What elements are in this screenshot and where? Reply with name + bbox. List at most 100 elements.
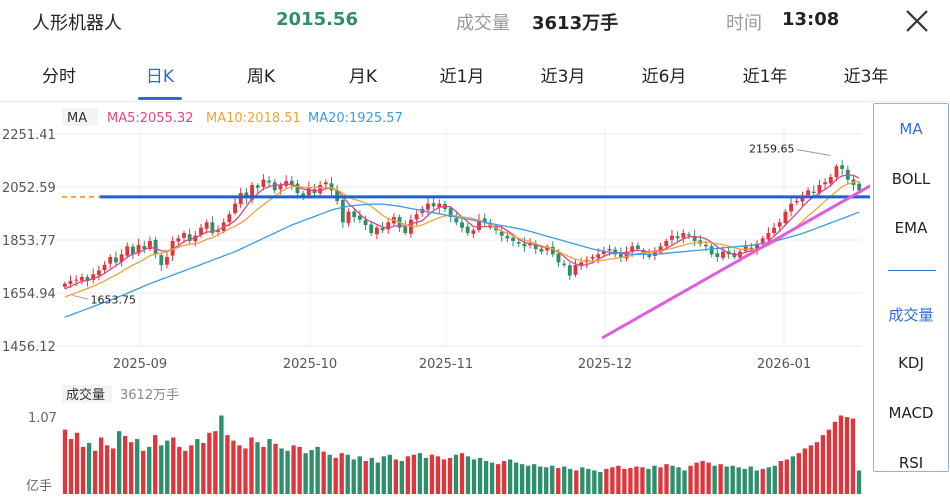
volume-bar xyxy=(80,446,86,494)
ma-legend-label: MA xyxy=(67,111,87,126)
volume-bar xyxy=(435,456,441,494)
candle-body xyxy=(670,235,674,240)
indicator-boll[interactable]: BOLL xyxy=(891,170,931,188)
tab-3-month[interactable]: 近3月 xyxy=(540,67,586,87)
trend-line xyxy=(601,184,870,340)
candle-body xyxy=(647,254,652,257)
volume-bar xyxy=(369,457,374,494)
time-label: 时间 xyxy=(726,13,762,34)
candle-body xyxy=(857,183,862,191)
candle-body xyxy=(272,182,277,191)
candle-body xyxy=(119,254,124,262)
candle-body xyxy=(811,191,816,194)
volume-bar xyxy=(628,468,633,494)
period-tabs: 分时 日K 周K 月K 近1月 近3月 近6月 近1年 近3年 xyxy=(0,50,950,102)
volume-bar xyxy=(345,454,350,494)
volume-bar xyxy=(820,435,826,494)
candle-body xyxy=(567,265,572,276)
stock-name: 人形机器人 xyxy=(32,13,122,34)
candle-body xyxy=(823,182,828,185)
candle-body xyxy=(363,220,368,226)
indicator-volume[interactable]: 成交量 xyxy=(888,306,934,324)
volume-label: 成交量 xyxy=(456,13,510,34)
volume-bar xyxy=(116,431,122,494)
candle-body xyxy=(289,180,294,186)
candle-body xyxy=(783,211,788,224)
tab-day-k[interactable]: 日K xyxy=(145,67,175,87)
candle-body xyxy=(165,256,169,265)
volume-bar xyxy=(417,453,423,494)
volume-bar xyxy=(538,466,543,494)
volume-bar xyxy=(604,468,609,494)
volume-bar xyxy=(532,464,537,494)
high-annotation-leader xyxy=(796,148,831,156)
volume-bar xyxy=(279,448,284,494)
candle-body xyxy=(749,247,754,250)
ma5-legend: MA5:2055.32 xyxy=(107,111,194,126)
candle-body xyxy=(204,222,209,229)
indicator-rsi[interactable]: RSI xyxy=(898,454,924,472)
indicator-kdj[interactable]: KDJ xyxy=(898,354,924,372)
volume-bar xyxy=(237,445,242,494)
candle-body xyxy=(62,283,67,287)
candle-body xyxy=(125,246,130,256)
volume-bar xyxy=(556,468,561,494)
volume-bar xyxy=(225,435,230,494)
volume-bar xyxy=(387,454,392,494)
volume-bar xyxy=(303,453,308,494)
tab-1-year[interactable]: 近1年 xyxy=(742,67,788,87)
volume-bar xyxy=(706,462,711,494)
volume-bar xyxy=(664,464,669,494)
close-icon[interactable] xyxy=(902,6,932,36)
candle-body xyxy=(357,215,362,220)
candle-body xyxy=(556,253,561,263)
y-tick-label: 1654.94 xyxy=(2,287,56,302)
candle-body xyxy=(386,222,391,230)
volume-value: 3613万手 xyxy=(532,13,619,34)
candle-body xyxy=(431,203,436,207)
volume-bar xyxy=(550,465,555,494)
volume-bar xyxy=(213,431,218,494)
tab-3-year[interactable]: 近3年 xyxy=(843,67,889,87)
candle-body xyxy=(630,246,635,252)
volume-bar xyxy=(261,446,266,494)
volume-bar xyxy=(544,467,549,494)
volume-bar xyxy=(195,439,200,494)
volume-bar xyxy=(652,465,657,494)
volume-bar xyxy=(682,470,687,494)
volume-bar xyxy=(62,429,68,494)
candle-body xyxy=(777,222,782,227)
volume-bar xyxy=(808,445,814,494)
tab-6-month[interactable]: 近6月 xyxy=(641,67,687,87)
indicator-macd[interactable]: MACD xyxy=(888,404,934,422)
tab-1-month[interactable]: 近1月 xyxy=(439,67,485,87)
candle-body xyxy=(136,245,141,254)
candle-body xyxy=(516,242,521,244)
volume-bar xyxy=(98,437,104,494)
candle-body xyxy=(323,182,328,185)
volume-bar xyxy=(177,446,182,494)
volume-chart[interactable]: 成交量 3612万手 1.07 亿手 xyxy=(0,380,870,500)
tab-week-k[interactable]: 周K xyxy=(246,67,276,87)
volume-bar xyxy=(748,466,753,494)
tab-month-k[interactable]: 月K xyxy=(348,67,378,87)
volume-bar xyxy=(507,459,513,494)
tab-fenshi[interactable]: 分时 xyxy=(42,67,76,87)
candlestick-chart[interactable]: MA MA5:2055.32 MA10:2018.51 MA20:1925.57… xyxy=(0,104,870,376)
volume-bar xyxy=(640,467,645,494)
indicator-ma[interactable]: MA xyxy=(899,120,923,138)
indicator-divider xyxy=(888,270,936,271)
x-tick-label: 2025-12 xyxy=(578,357,632,372)
volume-unit: 亿手 xyxy=(26,479,52,494)
volume-bar xyxy=(441,459,447,494)
volume-bar xyxy=(429,454,435,494)
volume-bar xyxy=(399,461,405,494)
candle-body xyxy=(187,234,192,242)
volume-bar xyxy=(483,461,489,494)
x-tick-label: 2025-09 xyxy=(113,357,167,372)
volume-bar xyxy=(718,464,723,494)
candle-body xyxy=(755,243,759,250)
volume-bar xyxy=(586,468,591,494)
indicator-ema[interactable]: EMA xyxy=(894,219,928,237)
candle-body xyxy=(522,243,527,247)
